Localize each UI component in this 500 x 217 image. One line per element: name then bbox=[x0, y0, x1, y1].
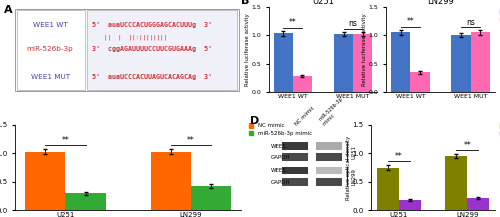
Bar bbox=[376, 168, 398, 210]
Bar bbox=[334, 34, 353, 92]
Bar bbox=[151, 152, 191, 210]
Text: **: ** bbox=[406, 17, 414, 26]
Bar bbox=[191, 186, 231, 210]
Text: ns: ns bbox=[348, 19, 358, 28]
Text: 5'  auaUCCCACUGGGAGCACUUUg  3': 5' auaUCCCACUGGGAGCACUUUg 3' bbox=[92, 22, 212, 28]
Text: B: B bbox=[242, 0, 250, 6]
Bar bbox=[282, 178, 308, 186]
Text: 3'  cggAGAUUUUCCUUCGUGAAAg  5': 3' cggAGAUUUUCCUUCGUGAAAg 5' bbox=[92, 46, 212, 52]
Text: ||  |  ||:||||||||: || | ||:|||||||| bbox=[104, 35, 168, 40]
Text: D: D bbox=[250, 116, 260, 126]
Bar bbox=[26, 152, 66, 210]
Bar bbox=[282, 153, 308, 161]
Bar bbox=[391, 32, 410, 92]
Bar bbox=[470, 32, 490, 92]
Bar bbox=[274, 33, 293, 92]
Text: WEE1: WEE1 bbox=[270, 168, 286, 173]
Bar bbox=[282, 167, 308, 174]
Bar bbox=[452, 35, 470, 92]
Bar bbox=[316, 167, 342, 174]
Y-axis label: Relative luciferase activity: Relative luciferase activity bbox=[362, 13, 368, 86]
Text: ns: ns bbox=[466, 18, 475, 26]
Bar bbox=[316, 178, 342, 186]
Y-axis label: Relative luciferase activity: Relative luciferase activity bbox=[245, 13, 250, 86]
Text: miR-526b-3p
mimic: miR-526b-3p mimic bbox=[318, 97, 348, 127]
Text: **: ** bbox=[289, 18, 296, 27]
Text: GAPDH: GAPDH bbox=[270, 155, 290, 160]
Bar bbox=[410, 72, 430, 92]
FancyBboxPatch shape bbox=[15, 9, 239, 90]
Text: WEE1: WEE1 bbox=[270, 143, 286, 149]
Text: A: A bbox=[4, 5, 13, 15]
FancyBboxPatch shape bbox=[18, 10, 85, 90]
Bar bbox=[282, 142, 308, 150]
Title: U251: U251 bbox=[312, 0, 334, 6]
Bar bbox=[293, 76, 312, 92]
Text: miR-526b-3p: miR-526b-3p bbox=[26, 46, 74, 52]
Bar bbox=[316, 142, 342, 150]
Text: LN299: LN299 bbox=[351, 168, 356, 185]
Y-axis label: Relative optical density: Relative optical density bbox=[346, 135, 350, 200]
Title: LN299: LN299 bbox=[427, 0, 454, 6]
Text: WEE1 MUT: WEE1 MUT bbox=[30, 74, 70, 80]
Text: NC mimic: NC mimic bbox=[294, 105, 316, 127]
Text: WEE1 WT: WEE1 WT bbox=[32, 22, 68, 28]
Text: 5'  auaUCCCACUUAGUCACAGCAg  3': 5' auaUCCCACUUAGUCACAGCAg 3' bbox=[92, 74, 212, 80]
Text: GAPDH: GAPDH bbox=[270, 179, 290, 184]
Bar bbox=[353, 34, 372, 92]
Text: U251: U251 bbox=[351, 145, 356, 159]
Bar bbox=[468, 198, 489, 210]
Text: **: ** bbox=[464, 141, 471, 150]
FancyBboxPatch shape bbox=[88, 10, 237, 90]
Bar bbox=[316, 153, 342, 161]
Bar bbox=[398, 200, 420, 210]
Text: **: ** bbox=[187, 136, 195, 145]
Text: **: ** bbox=[395, 152, 402, 161]
Bar bbox=[446, 156, 468, 210]
Bar bbox=[66, 193, 106, 210]
Legend: NC mimic, miR-526b-3p mimic: NC mimic, miR-526b-3p mimic bbox=[248, 123, 312, 136]
Text: **: ** bbox=[62, 136, 70, 145]
